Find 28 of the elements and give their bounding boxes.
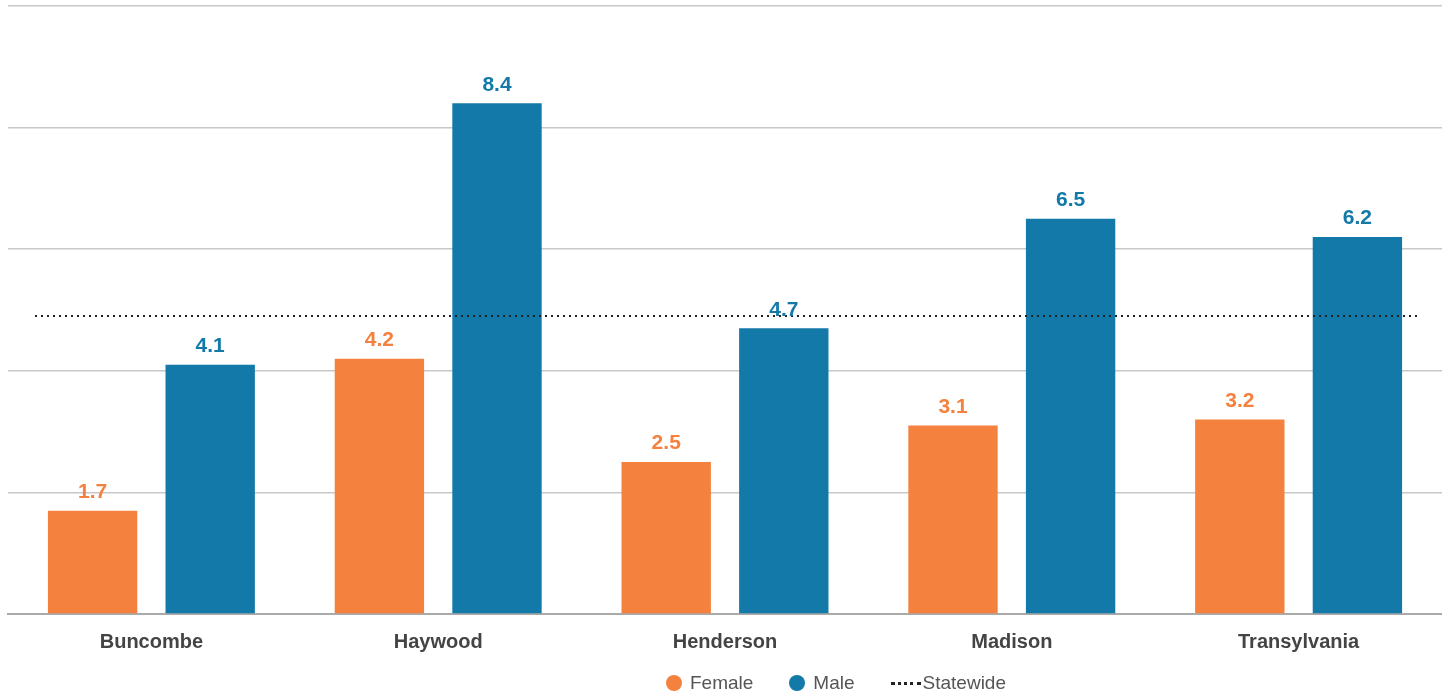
- bar: [452, 103, 542, 614]
- x-tick-label: Buncombe: [99, 629, 204, 652]
- bar: [739, 328, 829, 614]
- bar: [1312, 237, 1403, 614]
- x-tick-label: Henderson: [672, 629, 778, 652]
- bar: [1195, 419, 1285, 614]
- data-label: 3.2: [1225, 387, 1255, 411]
- data-label: 6.2: [1342, 205, 1372, 229]
- legend-label: Female: [690, 672, 754, 694]
- bar: [47, 510, 138, 614]
- x-tick-label: Madison: [971, 629, 1053, 652]
- x-tick-label: Transylvania: [1238, 629, 1361, 652]
- bar: [334, 358, 425, 614]
- bar: [908, 425, 998, 614]
- data-label: 2.5: [651, 430, 682, 454]
- data-label: 4.1: [195, 333, 226, 357]
- data-label: 4.2: [364, 326, 395, 350]
- data-label: 4.7: [769, 296, 799, 320]
- bar: [621, 462, 711, 614]
- legend-label: Male: [813, 672, 855, 694]
- bar: [1025, 218, 1116, 614]
- data-label: 1.7: [78, 478, 108, 502]
- data-label: 3.1: [938, 393, 968, 417]
- data-label: 6.5: [1055, 187, 1086, 211]
- bar: [165, 364, 255, 614]
- legend-label: Statewide: [922, 672, 1006, 694]
- x-tick-label: Haywood: [393, 629, 483, 652]
- data-label: 8.4: [482, 71, 512, 95]
